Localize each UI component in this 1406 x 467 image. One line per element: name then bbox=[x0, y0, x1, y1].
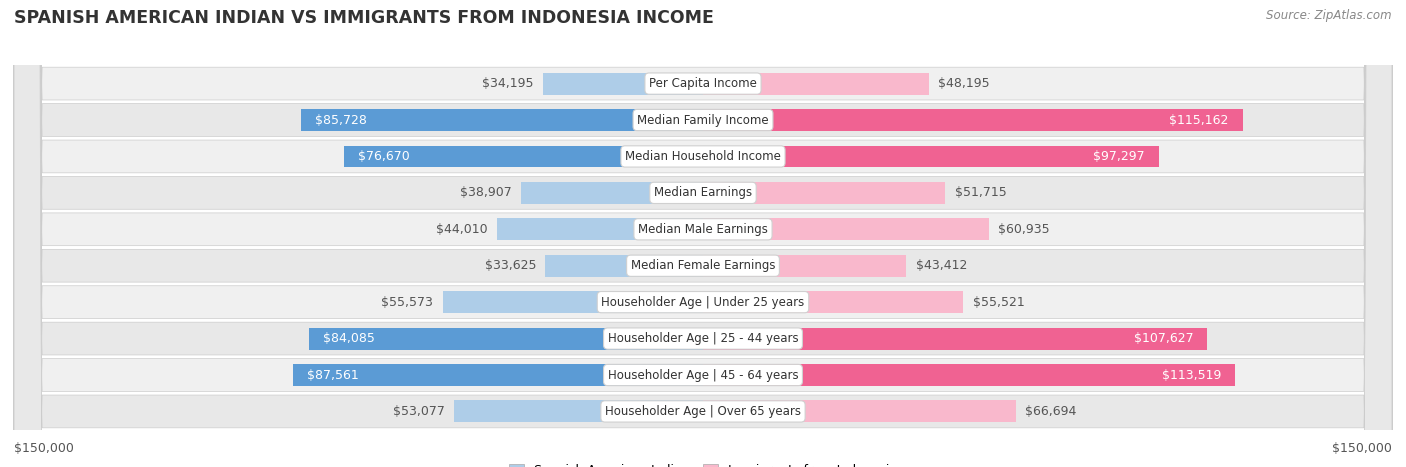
Text: $38,907: $38,907 bbox=[460, 186, 512, 199]
Text: $84,085: $84,085 bbox=[323, 332, 375, 345]
Text: Median Earnings: Median Earnings bbox=[654, 186, 752, 199]
Text: $113,519: $113,519 bbox=[1161, 368, 1220, 382]
FancyBboxPatch shape bbox=[14, 0, 1392, 467]
FancyBboxPatch shape bbox=[14, 0, 1392, 467]
FancyBboxPatch shape bbox=[14, 0, 1392, 467]
Text: Median Household Income: Median Household Income bbox=[626, 150, 780, 163]
Text: $97,297: $97,297 bbox=[1094, 150, 1144, 163]
FancyBboxPatch shape bbox=[14, 0, 1392, 467]
Bar bbox=[309, 328, 703, 349]
FancyBboxPatch shape bbox=[14, 0, 1392, 467]
Text: $53,077: $53,077 bbox=[394, 405, 444, 418]
Bar bbox=[454, 401, 703, 422]
Text: $66,694: $66,694 bbox=[1025, 405, 1077, 418]
Text: Median Family Income: Median Family Income bbox=[637, 113, 769, 127]
Bar bbox=[703, 109, 1243, 131]
Text: Householder Age | 25 - 44 years: Householder Age | 25 - 44 years bbox=[607, 332, 799, 345]
Text: Per Capita Income: Per Capita Income bbox=[650, 77, 756, 90]
Text: $48,195: $48,195 bbox=[938, 77, 990, 90]
Text: $60,935: $60,935 bbox=[998, 223, 1050, 236]
Text: $107,627: $107,627 bbox=[1133, 332, 1194, 345]
Text: $150,000: $150,000 bbox=[1331, 442, 1392, 455]
Bar bbox=[703, 73, 929, 94]
Bar bbox=[703, 401, 1015, 422]
Legend: Spanish American Indian, Immigrants from Indonesia: Spanish American Indian, Immigrants from… bbox=[505, 459, 901, 467]
Bar bbox=[543, 73, 703, 94]
Bar bbox=[703, 328, 1208, 349]
Text: Householder Age | Under 25 years: Householder Age | Under 25 years bbox=[602, 296, 804, 309]
Text: SPANISH AMERICAN INDIAN VS IMMIGRANTS FROM INDONESIA INCOME: SPANISH AMERICAN INDIAN VS IMMIGRANTS FR… bbox=[14, 9, 714, 28]
FancyBboxPatch shape bbox=[14, 0, 1392, 467]
Bar bbox=[546, 255, 703, 276]
Bar bbox=[292, 364, 703, 386]
Bar bbox=[301, 109, 703, 131]
Text: $43,412: $43,412 bbox=[915, 259, 967, 272]
FancyBboxPatch shape bbox=[14, 0, 1392, 467]
Text: $150,000: $150,000 bbox=[14, 442, 75, 455]
Text: Householder Age | Over 65 years: Householder Age | Over 65 years bbox=[605, 405, 801, 418]
Bar bbox=[703, 255, 907, 276]
Bar bbox=[703, 182, 945, 204]
Text: $44,010: $44,010 bbox=[436, 223, 488, 236]
Text: Median Male Earnings: Median Male Earnings bbox=[638, 223, 768, 236]
Bar bbox=[703, 364, 1234, 386]
Bar bbox=[443, 291, 703, 313]
FancyBboxPatch shape bbox=[14, 0, 1392, 467]
FancyBboxPatch shape bbox=[14, 0, 1392, 467]
Text: $87,561: $87,561 bbox=[307, 368, 359, 382]
Bar bbox=[703, 146, 1159, 167]
Text: $115,162: $115,162 bbox=[1170, 113, 1229, 127]
Bar bbox=[520, 182, 703, 204]
Text: $55,573: $55,573 bbox=[381, 296, 433, 309]
Text: Householder Age | 45 - 64 years: Householder Age | 45 - 64 years bbox=[607, 368, 799, 382]
Text: Median Female Earnings: Median Female Earnings bbox=[631, 259, 775, 272]
Bar bbox=[343, 146, 703, 167]
Bar bbox=[703, 219, 988, 240]
Text: $33,625: $33,625 bbox=[485, 259, 536, 272]
Bar bbox=[703, 291, 963, 313]
Text: $34,195: $34,195 bbox=[482, 77, 533, 90]
FancyBboxPatch shape bbox=[14, 0, 1392, 467]
Text: $85,728: $85,728 bbox=[315, 113, 367, 127]
Text: $51,715: $51,715 bbox=[955, 186, 1007, 199]
Text: $76,670: $76,670 bbox=[357, 150, 409, 163]
Text: Source: ZipAtlas.com: Source: ZipAtlas.com bbox=[1267, 9, 1392, 22]
Bar bbox=[496, 219, 703, 240]
Text: $55,521: $55,521 bbox=[973, 296, 1025, 309]
